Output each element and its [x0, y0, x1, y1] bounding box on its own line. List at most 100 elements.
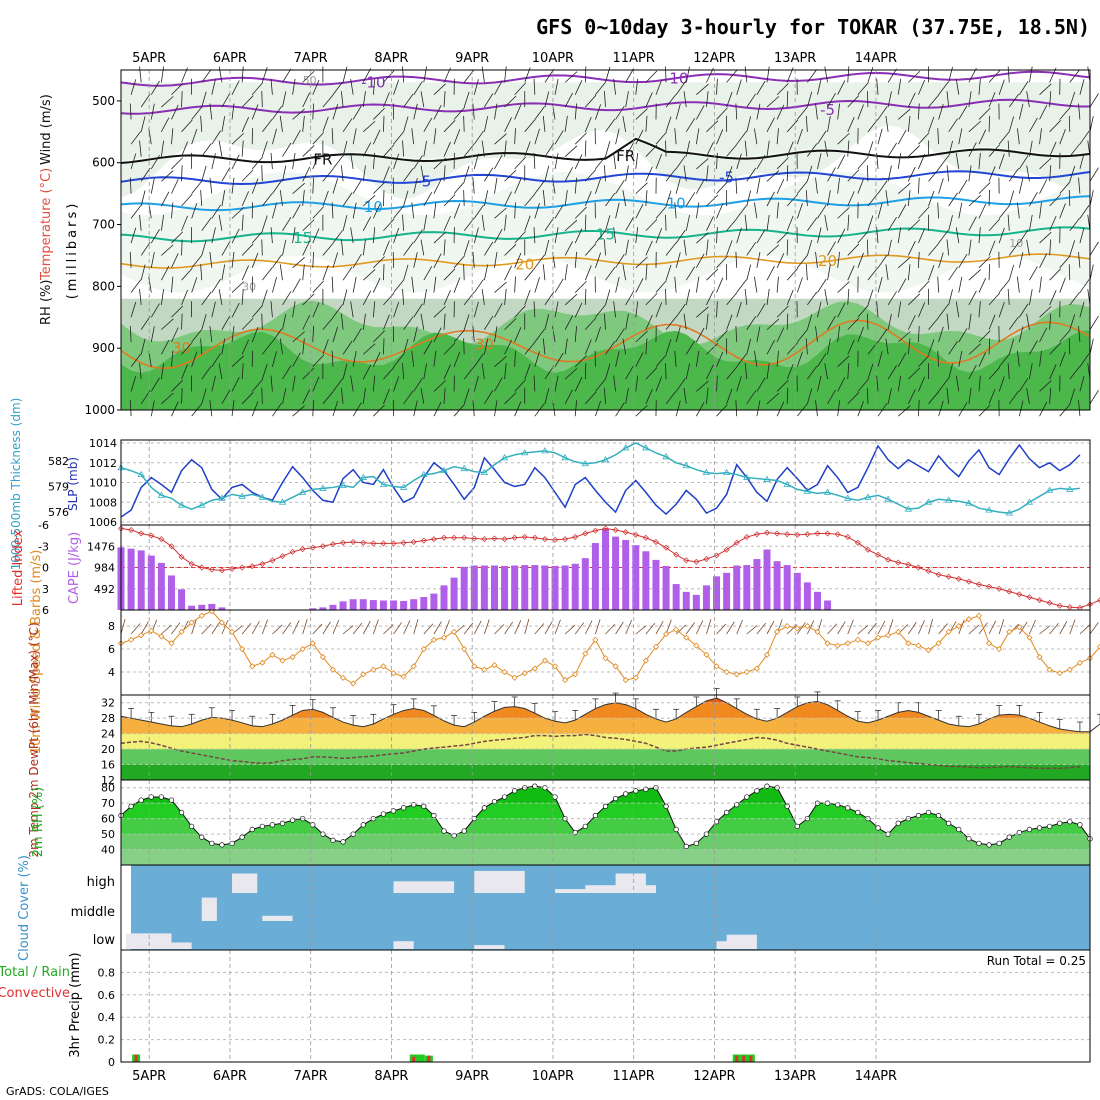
temperature-axis-label: 2m Temp 2m DewPt (6hr Min/Max) (°C) [27, 622, 41, 857]
wind-barb [564, 92, 573, 108]
wind-barb [736, 227, 742, 244]
thickness-marker [1066, 485, 1074, 492]
wind-speed-marker [844, 640, 851, 647]
cape-bar [803, 582, 811, 610]
wind-barb [988, 218, 1001, 231]
wind-barb [554, 278, 564, 293]
wind-barb [796, 203, 803, 219]
wind-barb [272, 106, 282, 120]
wind-barb [827, 241, 836, 256]
wind-barb [887, 91, 892, 108]
wind-speed-marker [188, 619, 195, 626]
wind-barb [473, 130, 484, 145]
wind-barb [584, 116, 592, 132]
wind-barb [918, 251, 920, 268]
wind-barb [827, 338, 831, 355]
cape-bar [410, 599, 418, 610]
lifted-index-marker [329, 541, 336, 548]
wind-barb [331, 128, 334, 145]
wind-barb [815, 400, 818, 417]
wind-barb [675, 400, 681, 417]
x-tick-label-top: 11APR [613, 51, 655, 66]
lifted-index-marker [864, 546, 871, 553]
rh-marker [966, 836, 972, 842]
wind-barb [504, 66, 507, 83]
wind-barb [312, 79, 320, 95]
wind-barb [473, 375, 479, 392]
wind-barb [393, 622, 403, 635]
wind-barb [887, 68, 897, 83]
wind-barb [716, 227, 718, 244]
lifted-index-marker [683, 557, 690, 564]
wind-barb [201, 239, 207, 256]
cape-bar [480, 565, 488, 610]
wind-barb [261, 619, 268, 635]
wind-barb [595, 378, 606, 392]
wind-speed-marker [824, 640, 831, 647]
lifted-index-marker [723, 546, 730, 553]
wind-barb [978, 375, 981, 392]
wind-barb [494, 624, 505, 635]
wind-barb [605, 363, 611, 380]
wind-barb [411, 350, 415, 367]
wind-barb [815, 103, 818, 120]
wind-barb [350, 78, 354, 95]
wind-barb [674, 350, 677, 367]
wind-barb [332, 378, 343, 392]
wind-barb [574, 355, 587, 368]
wind-barb [584, 140, 587, 157]
wind-speed-marker [1016, 624, 1023, 631]
wind-speed-marker [985, 640, 993, 647]
wind-barb [622, 264, 627, 281]
wind-barb [423, 66, 427, 83]
wind-speed-marker [804, 623, 811, 630]
wind-barb [1069, 69, 1080, 83]
wind-barb [218, 289, 223, 305]
lifted-index-marker [1016, 591, 1023, 598]
wind-barb [946, 91, 950, 108]
wind-barb [342, 363, 348, 380]
wind-speed-marker [289, 654, 296, 661]
wind-barb [554, 375, 559, 392]
wind-barb [514, 231, 526, 244]
wind-barb [584, 66, 587, 83]
wind-barb [463, 91, 470, 108]
lifted-index-marker [996, 585, 1003, 592]
wind-barb [1026, 387, 1030, 404]
wind-barb [876, 78, 879, 95]
wind-barb [372, 152, 376, 169]
wind-barb [171, 350, 174, 367]
wind-barb [1029, 66, 1033, 83]
wind-barb [340, 313, 344, 330]
wind-speed-marker [228, 628, 236, 635]
wind-barb [887, 388, 892, 404]
wind-barb [514, 82, 526, 96]
thickness-marker [238, 492, 246, 499]
wind-barb [615, 179, 625, 194]
lifted-index-marker [471, 535, 478, 542]
wind-barb [362, 387, 366, 404]
wind-barb [625, 142, 635, 157]
thickness-marker [601, 456, 610, 463]
wind-barb [139, 363, 142, 380]
cape-bar [642, 551, 650, 610]
wind-barb [776, 83, 789, 96]
panel-background [121, 950, 1090, 1062]
wind-barb [292, 204, 301, 219]
wind-barb [150, 154, 160, 170]
wind-barb [796, 351, 803, 367]
rh-marker [461, 828, 467, 834]
wind-barb [907, 389, 916, 404]
wind-barb [645, 92, 653, 108]
wind-barb [897, 108, 911, 120]
rh-marker [845, 805, 851, 811]
wind-barb [130, 131, 142, 145]
wind-barb [786, 193, 799, 207]
wind-barb [221, 241, 231, 256]
wind-barb [897, 405, 911, 417]
wind-barb [998, 205, 1010, 219]
cape-bar [723, 572, 731, 610]
wind-barb [706, 91, 709, 108]
wind-barb [938, 81, 949, 95]
lifted-index-marker [451, 534, 458, 541]
